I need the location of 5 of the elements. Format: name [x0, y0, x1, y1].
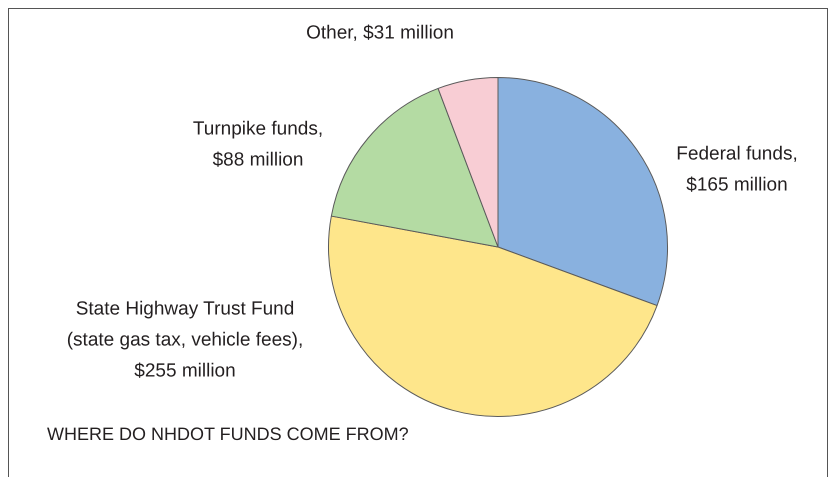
slice-label: Other, $31 million [306, 22, 454, 44]
slice-label: Federal funds, $165 million [676, 144, 798, 196]
slice-label: Turnpike funds, $88 million [192, 118, 324, 171]
slice-label: State Highway Trust Fund (state gas tax, vehicle fees), $255 million [66, 298, 304, 382]
text: WHERE DO NHDOT FUNDS COME FROM? [47, 424, 409, 445]
